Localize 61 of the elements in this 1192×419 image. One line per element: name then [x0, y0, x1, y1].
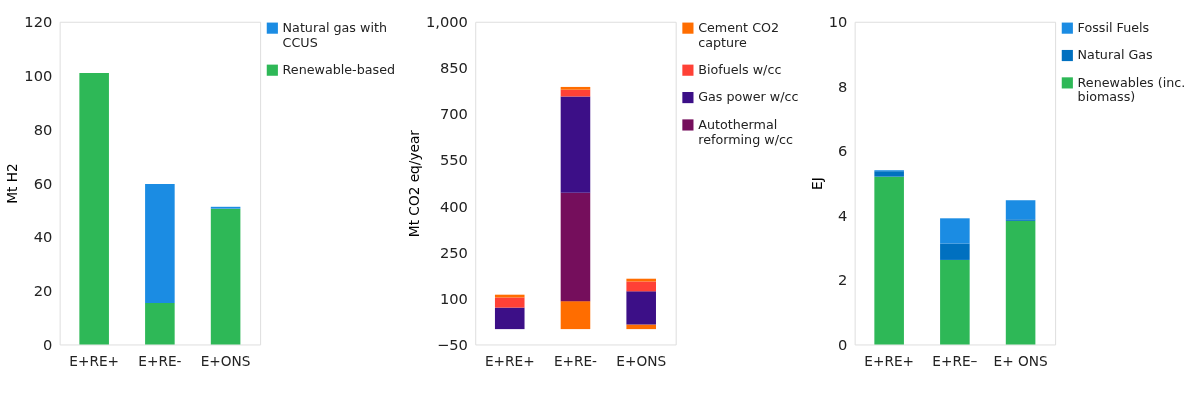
- legend-label: Fossil Fuels: [1077, 20, 1150, 36]
- y-tick-label: 700: [439, 105, 468, 123]
- legend-label: Biofuels w/cc: [698, 62, 782, 78]
- y-tick-label: 250: [439, 243, 468, 261]
- y-tick-label: 100: [439, 289, 468, 307]
- y-tick-label: 400: [439, 197, 468, 215]
- bar: [940, 243, 970, 260]
- y-tick-label: 1,000: [425, 13, 468, 31]
- x-tick-label: E+RE+: [484, 352, 535, 369]
- legend-label: Natural Gas: [1077, 47, 1153, 63]
- legend-label: Cement CO2 capture: [698, 20, 780, 50]
- y-tick-label: 40: [33, 228, 53, 246]
- bar: [145, 183, 175, 304]
- bar: [560, 192, 591, 302]
- bar: [626, 281, 656, 292]
- bar: [210, 208, 241, 345]
- y-tick-label: 8: [837, 77, 848, 95]
- bar: [145, 303, 175, 345]
- y-tick-label: 2: [837, 271, 848, 289]
- x-tick-label: E+ONS: [616, 352, 667, 369]
- bar: [940, 259, 970, 345]
- bar: [560, 96, 591, 193]
- bar: [560, 301, 591, 330]
- x-tick-label: E+RE-: [138, 352, 182, 369]
- bar: [494, 297, 525, 308]
- y-tick-label: 60: [33, 174, 53, 192]
- legend-label: Renewables (inc. biomass): [1077, 74, 1186, 105]
- y-tick-label: 850: [439, 59, 468, 77]
- bar: [874, 176, 904, 345]
- bar: [79, 72, 109, 345]
- y-axis-title: Mt H2: [4, 163, 21, 204]
- legend-label: Renewable-based: [282, 62, 396, 78]
- x-tick-label: E+ ONS: [993, 352, 1048, 369]
- y-tick-label: 100: [24, 66, 53, 84]
- x-tick-label: E+ONS: [200, 352, 251, 369]
- bar: [874, 171, 904, 177]
- bar: [626, 291, 656, 325]
- y-tick-label: 0: [837, 335, 848, 353]
- bar: [494, 307, 525, 330]
- x-tick-label: E+RE–: [932, 352, 978, 369]
- y-tick-label: −50: [436, 335, 468, 353]
- x-tick-label: E+RE+: [864, 352, 914, 369]
- x-tick-label: E+RE-: [553, 352, 598, 369]
- y-tick-label: 550: [439, 151, 468, 169]
- y-tick-label: 20: [33, 282, 53, 300]
- y-tick-label: 10: [828, 13, 848, 31]
- y-tick-label: 80: [33, 120, 53, 138]
- bar: [940, 218, 970, 244]
- legend-label: Natural gas with CCUS: [282, 20, 387, 50]
- x-tick-label: E+RE+: [69, 352, 119, 369]
- legend-label: Gas power w/cc: [698, 89, 799, 105]
- y-tick-label: 120: [24, 13, 53, 31]
- bar: [1005, 220, 1036, 345]
- y-tick-label: 4: [837, 206, 848, 224]
- legend-label: Autothermal reforming w/cc: [698, 116, 793, 147]
- y-tick-label: 6: [837, 142, 848, 160]
- y-tick-label: 0: [42, 335, 53, 353]
- y-axis-title: EJ: [808, 177, 825, 190]
- bar: [560, 86, 591, 90]
- bar: [1005, 200, 1036, 220]
- y-axis-title: Mt CO2 eq/year: [406, 129, 423, 238]
